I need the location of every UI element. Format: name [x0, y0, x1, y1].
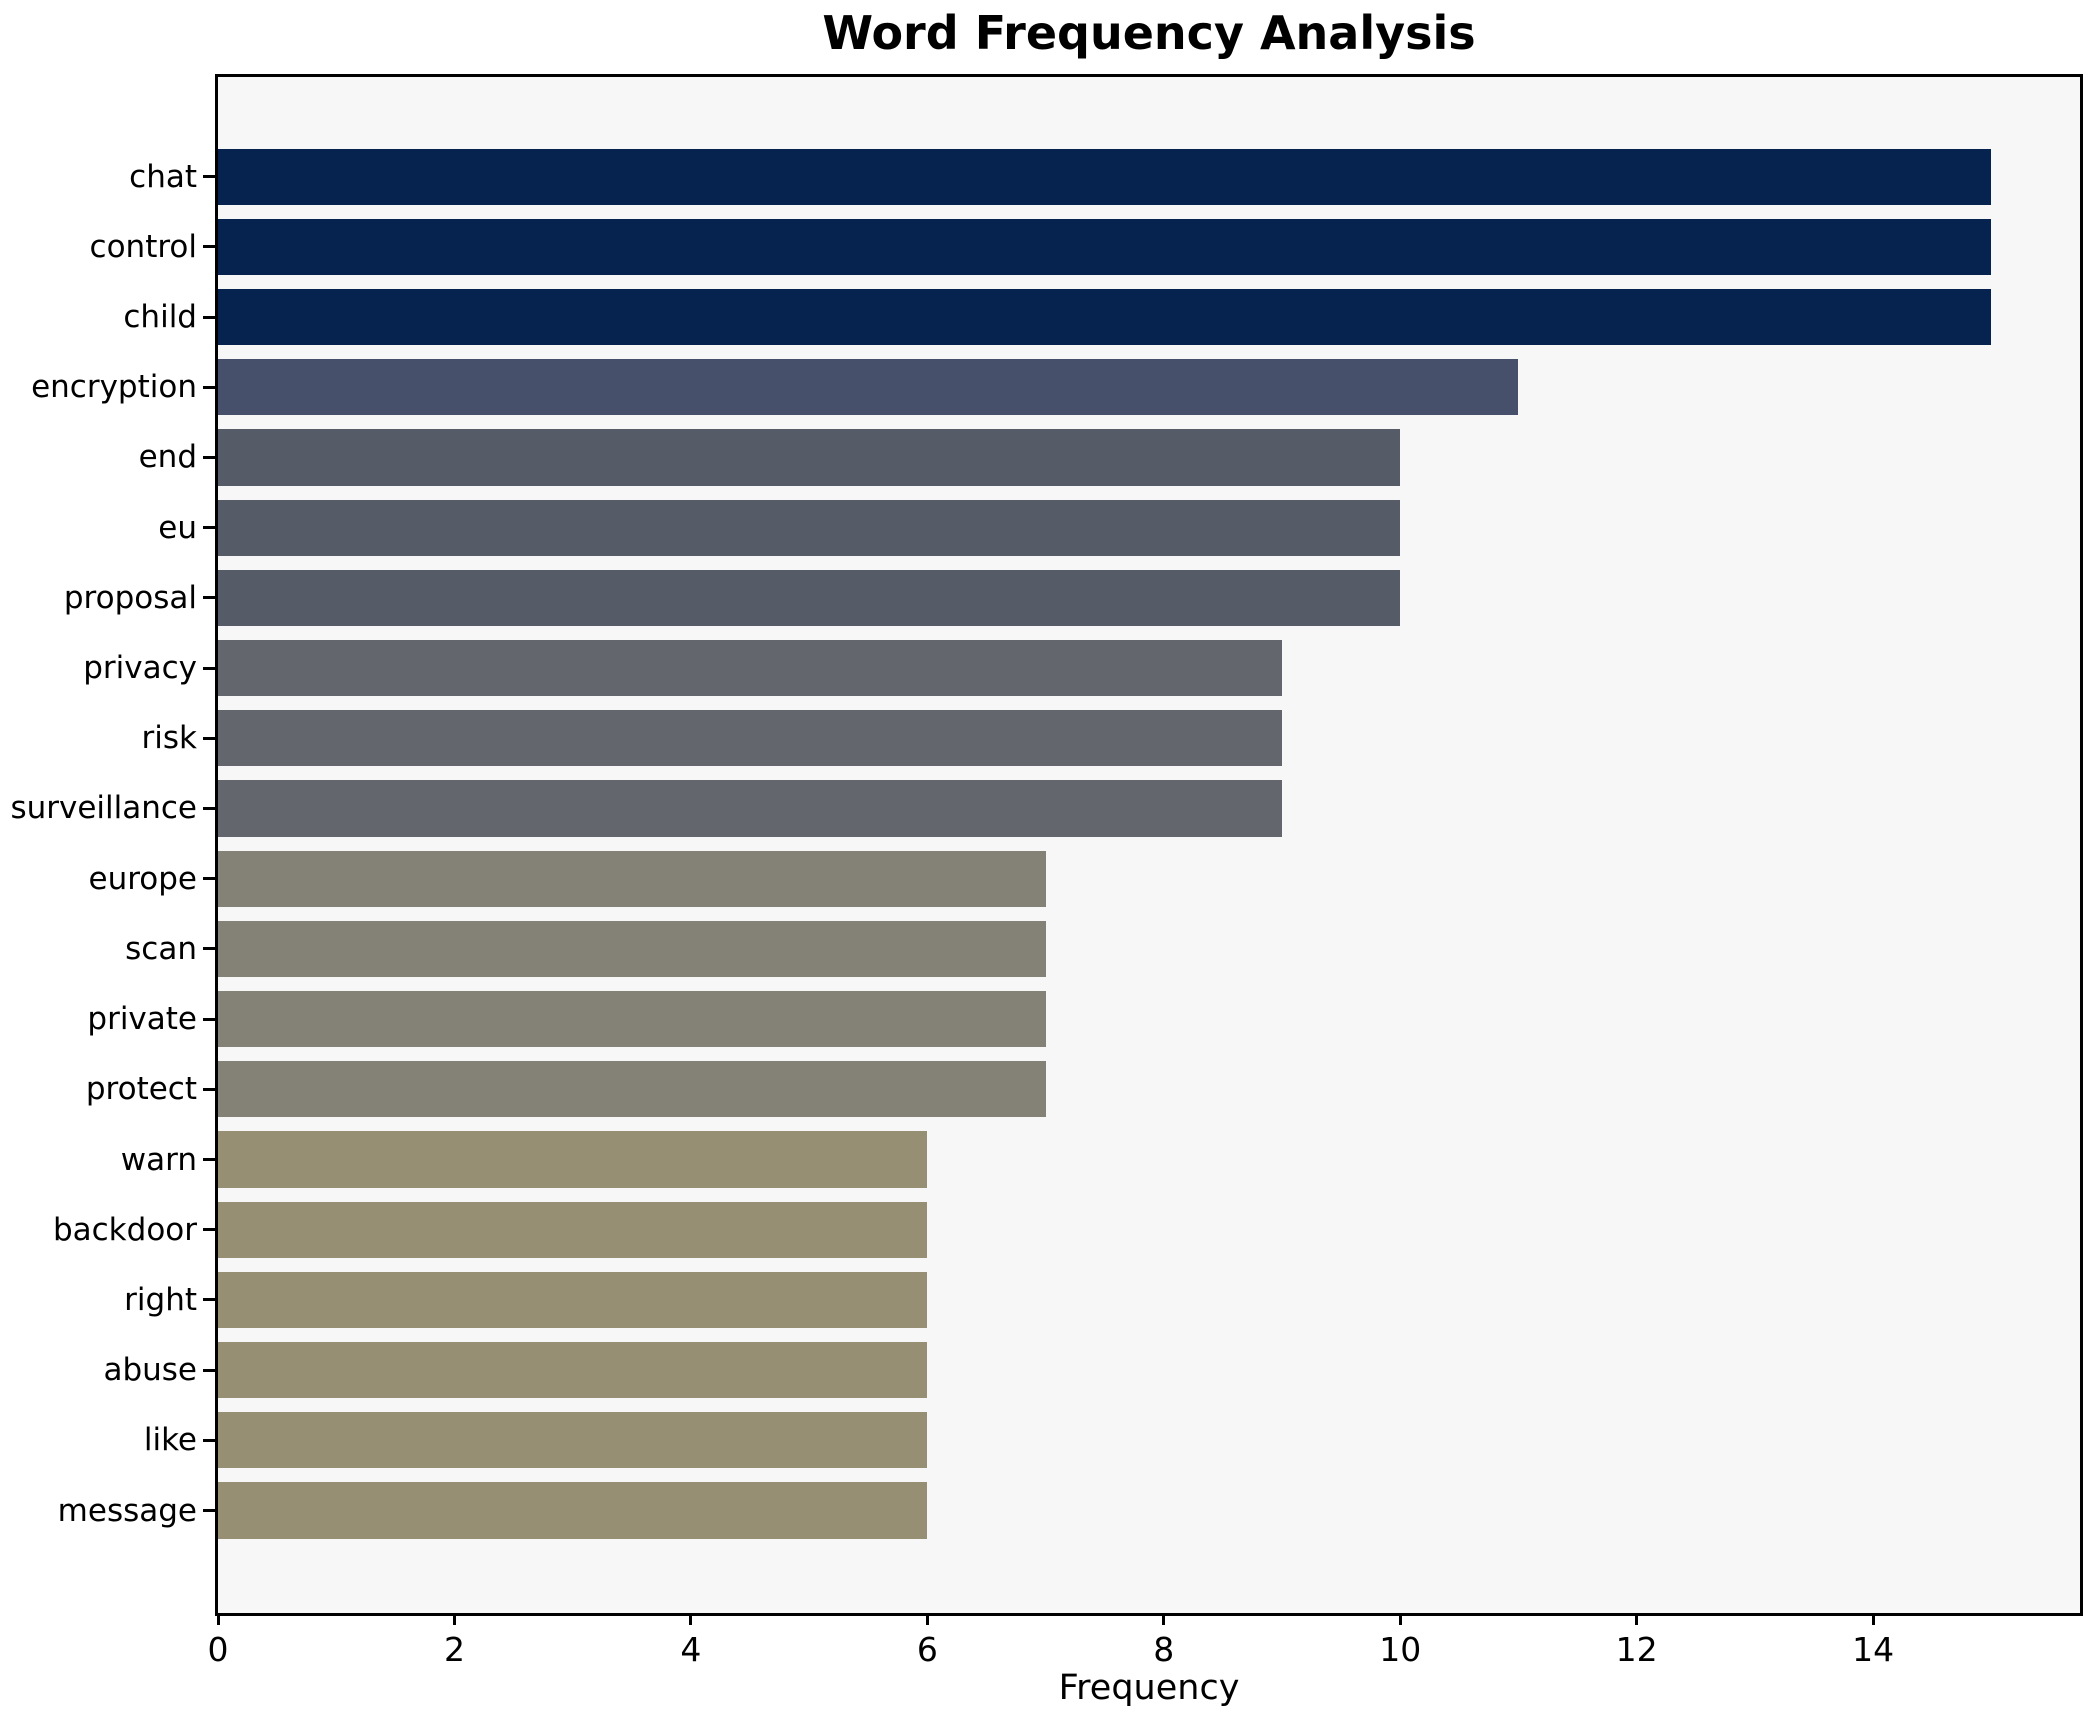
ytick-label-proposal: proposal: [63, 579, 197, 616]
x-axis-label: Frequency: [1058, 1668, 1240, 1708]
ytick-label-encryption: encryption: [31, 369, 197, 406]
chart-title: Word Frequency Analysis: [822, 6, 1476, 60]
ytick-label-chat: chat: [129, 158, 197, 195]
xtick-mark: [1635, 1613, 1639, 1625]
ytick-label-scan: scan: [125, 930, 197, 967]
ytick-mark: [203, 1298, 215, 1302]
plot-area: [215, 74, 2083, 1616]
xtick-label-4: 4: [680, 1630, 702, 1669]
bar-scan: [218, 920, 1046, 977]
bar-child: [218, 289, 1992, 346]
bar-right: [218, 1271, 928, 1328]
ytick-mark: [203, 1017, 215, 1021]
ytick-label-child: child: [123, 299, 197, 336]
xtick-label-14: 14: [1852, 1630, 1895, 1669]
ytick-mark: [203, 877, 215, 881]
xtick-mark: [1162, 1613, 1166, 1625]
xtick-mark: [216, 1613, 220, 1625]
xtick-mark: [1871, 1613, 1875, 1625]
bar-message: [218, 1482, 928, 1539]
xtick-label-12: 12: [1615, 1630, 1658, 1669]
ytick-label-europe: europe: [88, 860, 198, 897]
xtick-mark: [1398, 1613, 1402, 1625]
ytick-label-warn: warn: [120, 1141, 197, 1178]
xtick-mark: [452, 1613, 456, 1625]
ytick-mark: [203, 526, 215, 530]
xtick-label-2: 2: [443, 1630, 465, 1669]
ytick-label-end: end: [138, 439, 197, 476]
ytick-mark: [203, 1438, 215, 1442]
bar-control: [218, 218, 1992, 275]
ytick-mark: [203, 175, 215, 179]
xtick-label-8: 8: [1153, 1630, 1175, 1669]
ytick-label-like: like: [143, 1422, 197, 1459]
bar-abuse: [218, 1342, 928, 1399]
ytick-mark: [203, 1158, 215, 1161]
ytick-mark: [203, 666, 215, 670]
ytick-label-protect: protect: [85, 1071, 197, 1108]
ytick-mark: [203, 736, 215, 740]
bar-warn: [218, 1131, 928, 1188]
xtick-mark: [689, 1613, 693, 1625]
bar-encryption: [218, 359, 1519, 416]
xtick-label-6: 6: [916, 1630, 938, 1669]
bar-chat: [218, 148, 1992, 205]
ytick-mark: [203, 1509, 215, 1512]
bar-risk: [218, 710, 1282, 767]
xtick-label-10: 10: [1379, 1630, 1422, 1669]
xtick-mark: [925, 1613, 929, 1625]
xtick-label-0: 0: [207, 1630, 229, 1669]
bar-eu: [218, 499, 1401, 556]
ytick-mark: [203, 1228, 215, 1232]
bar-europe: [218, 850, 1046, 907]
ytick-mark: [203, 245, 215, 249]
ytick-mark: [203, 455, 215, 459]
ytick-label-privacy: privacy: [83, 650, 197, 687]
bar-surveillance: [218, 780, 1282, 837]
ytick-mark: [203, 1087, 215, 1091]
ytick-mark: [203, 596, 215, 600]
bar-like: [218, 1412, 928, 1469]
ytick-label-abuse: abuse: [103, 1352, 197, 1389]
ytick-label-backdoor: backdoor: [52, 1211, 197, 1248]
ytick-label-message: message: [57, 1492, 197, 1529]
ytick-mark: [203, 315, 215, 319]
ytick-mark: [203, 385, 215, 389]
ytick-mark: [203, 806, 215, 810]
ytick-label-right: right: [124, 1281, 197, 1318]
ytick-label-private: private: [87, 1001, 197, 1038]
bar-private: [218, 991, 1046, 1048]
ytick-label-risk: risk: [141, 720, 197, 757]
ytick-label-eu: eu: [158, 509, 197, 546]
bar-privacy: [218, 640, 1282, 697]
ytick-label-control: control: [89, 228, 197, 265]
ytick-mark: [203, 1368, 215, 1372]
ytick-mark: [203, 947, 215, 951]
bar-backdoor: [218, 1201, 928, 1258]
ytick-label-surveillance: surveillance: [10, 790, 197, 827]
bar-end: [218, 429, 1401, 486]
bar-proposal: [218, 569, 1401, 626]
bar-protect: [218, 1061, 1046, 1118]
